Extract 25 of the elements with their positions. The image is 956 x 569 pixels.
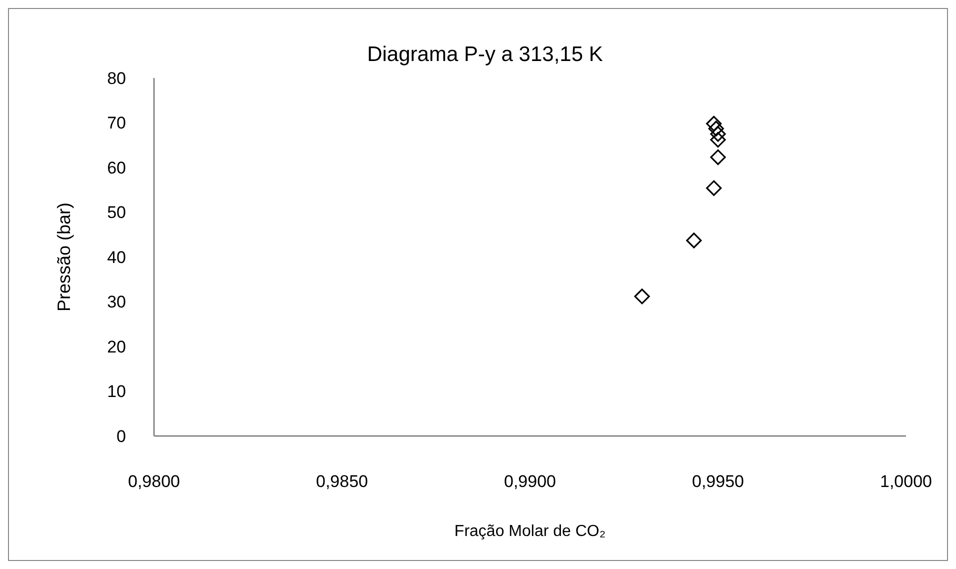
y-tick-label: 70	[107, 114, 126, 133]
y-tick-label: 30	[107, 292, 126, 312]
chart-title: Diagrama P-y a 313,15 K	[367, 43, 603, 66]
y-tick-label: 40	[107, 248, 126, 267]
point	[708, 120, 724, 136]
x-tick-label: 0,9950	[692, 472, 744, 491]
x-axis-title: Fração Molar de CO₂	[454, 523, 606, 540]
point	[706, 116, 722, 132]
point	[710, 126, 726, 142]
x-tick-label: 0,9850	[316, 472, 368, 491]
y-tick-label: 80	[107, 68, 126, 88]
y-tick-label: 60	[107, 158, 126, 178]
y-tick-label: 20	[107, 337, 126, 356]
y-tick-label: 10	[107, 382, 126, 402]
y-tick-label: 50	[107, 203, 126, 222]
point	[706, 180, 722, 196]
point	[686, 232, 702, 248]
x-tick-label: 0,9800	[128, 472, 180, 491]
point	[710, 132, 726, 148]
y-axis-title: Pressão (bar)	[54, 202, 74, 312]
y-tick-label: 0	[116, 426, 126, 446]
x-tick-label: 0,9900	[504, 472, 556, 491]
point	[634, 288, 650, 304]
point	[710, 149, 726, 166]
x-tick-label: 1,0000	[880, 472, 932, 491]
